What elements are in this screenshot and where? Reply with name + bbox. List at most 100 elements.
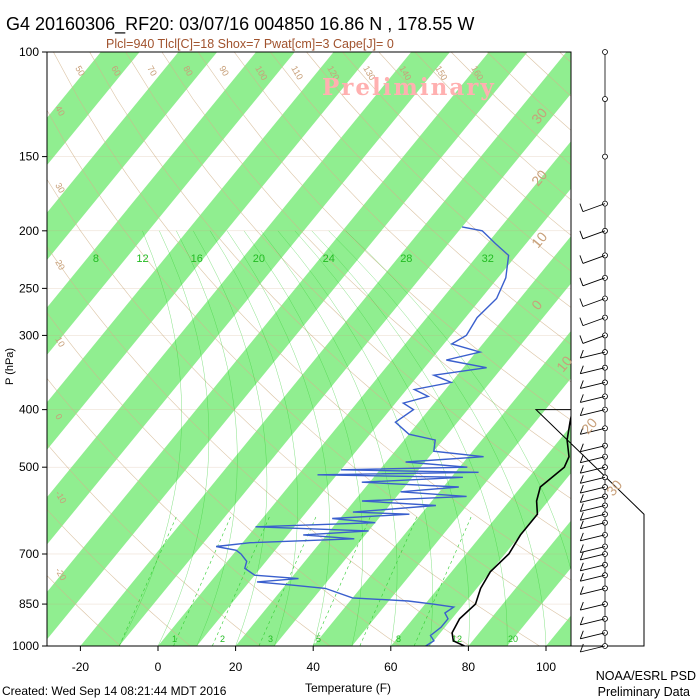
mixing-ratio-line — [413, 514, 473, 646]
wind-barb-shaft — [580, 522, 606, 530]
wind-barb-flag — [579, 551, 584, 561]
temperature-band — [47, 52, 140, 166]
wind-barb-flag — [579, 586, 584, 595]
mixing-ratio-line — [212, 514, 271, 646]
mixing-ratio-line — [118, 514, 178, 646]
wind-barb-shaft — [580, 351, 606, 359]
temperature-band — [47, 52, 295, 355]
stability-indices: Plcl=940 Tlcl[C]=18 Shox=7 Pwat[cm]=3 Ca… — [106, 37, 394, 51]
dewpoint-profile — [215, 226, 510, 646]
wind-barb-shaft — [580, 445, 606, 453]
wind-barb-shaft — [580, 546, 606, 553]
wind-barb-panel — [534, 49, 645, 653]
theta-label-left: 0 — [53, 412, 64, 421]
wind-barb-flag — [579, 407, 584, 416]
wind-barb-flag — [579, 512, 584, 521]
wind-barb-shaft — [580, 409, 606, 417]
wind-barb-flag — [579, 532, 584, 542]
temperature-band — [158, 141, 571, 646]
wind-barb-flag — [579, 562, 584, 571]
wind-barb-shaft — [582, 203, 606, 213]
wind-barb-shaft — [580, 574, 606, 582]
wind-barb-shaft — [580, 534, 606, 542]
moist-adiabat — [118, 230, 182, 646]
wind-barb-flag — [579, 643, 584, 653]
wind-barb-flag — [579, 317, 584, 326]
temperature-band — [47, 52, 450, 545]
temperature-band — [47, 52, 373, 450]
wind-barb-shaft — [582, 254, 606, 264]
temperature-band-group — [47, 52, 571, 646]
moist-adiabat — [311, 230, 508, 646]
theta-label-left: 10 — [53, 335, 67, 349]
wind-barb-flag — [579, 503, 584, 512]
y-tick-label: 500 — [19, 460, 39, 474]
mixing-ratio-bottom-label: 3 — [268, 634, 273, 644]
wind-barb-shaft — [582, 317, 606, 327]
wind-barb-shaft — [580, 505, 606, 512]
wind-barb-flag — [579, 454, 584, 463]
mixing-ratio-bottom-label: 5 — [316, 634, 321, 644]
wind-station-circle — [602, 153, 608, 160]
y-tick-label: 850 — [19, 597, 39, 611]
wind-barb-flag — [579, 203, 584, 212]
theta-label-top: 50 — [73, 64, 87, 78]
temperature-band — [546, 615, 571, 646]
moist-adiabat — [328, 230, 547, 646]
temperature-band — [47, 52, 528, 640]
theta-label-left: 20 — [53, 258, 67, 272]
mixing-ratio-label: 32 — [482, 253, 494, 265]
mixing-ratio-label: 16 — [191, 253, 203, 265]
dry-adiabat — [596, 52, 700, 646]
wind-barb-shaft — [580, 513, 606, 521]
wind-barb-shaft — [582, 230, 606, 240]
sounding-profile-group — [215, 226, 571, 646]
wind-barb-flag — [579, 475, 584, 484]
wind-barb-flag — [579, 520, 584, 529]
wind-barb-flag — [579, 365, 584, 374]
dry-adiabat — [559, 52, 571, 63]
y-tick-label: 250 — [19, 281, 39, 295]
y-tick-label: 150 — [19, 150, 39, 164]
y-tick-label: 200 — [19, 224, 39, 238]
mixing-ratio-line — [258, 514, 318, 646]
wind-barb-shaft — [580, 395, 606, 403]
theta-label-top: 60 — [109, 64, 123, 78]
mixing-ratio-line — [173, 514, 233, 646]
moist-adiabat — [157, 230, 210, 646]
wind-barb-flag — [579, 601, 584, 611]
moist-adiabat — [226, 230, 330, 646]
temperature-band — [390, 425, 571, 646]
y-axis-label: P (hPa) — [4, 348, 16, 385]
moist-adiabat — [345, 230, 571, 571]
wind-barb-shaft — [580, 367, 606, 375]
theta-label-top: 80 — [181, 64, 195, 78]
moist-adiabat — [209, 230, 298, 646]
mixing-ratio-label: 28 — [400, 253, 412, 265]
preliminary-data-label: Preliminary Data — [598, 685, 690, 699]
dry-adiabat — [89, 52, 571, 540]
dry-adiabat — [233, 52, 571, 383]
wind-barb-shaft — [580, 486, 606, 494]
wind-barb-shaft — [582, 298, 606, 307]
dry-adiabat — [125, 52, 571, 499]
wind-barb-flag — [579, 484, 584, 494]
temperature-profile — [451, 413, 571, 646]
x-tick-label: 80 — [462, 660, 476, 674]
wind-barb-flag — [579, 394, 584, 403]
wind-barb-flag — [579, 443, 584, 452]
x-tick-label: 60 — [384, 660, 398, 674]
y-tick-label: 700 — [19, 547, 39, 561]
chart-title: G4 20160306_RF20: 03/07/16 004850 16.86 … — [6, 14, 474, 35]
org-label: NOAA/ESRL PSD — [596, 669, 696, 683]
mixing-ratio-label: 24 — [323, 253, 335, 265]
x-tick-label: 0 — [155, 660, 162, 674]
wind-barb-flag — [579, 573, 584, 582]
x-axis-label: Temperature (F) — [305, 681, 391, 695]
y-tick-label: 100 — [19, 45, 39, 59]
wind-barb-shaft — [580, 495, 606, 503]
wind-station-circle — [602, 96, 608, 102]
mixing-ratio-bottom-label: 1 — [172, 634, 177, 644]
